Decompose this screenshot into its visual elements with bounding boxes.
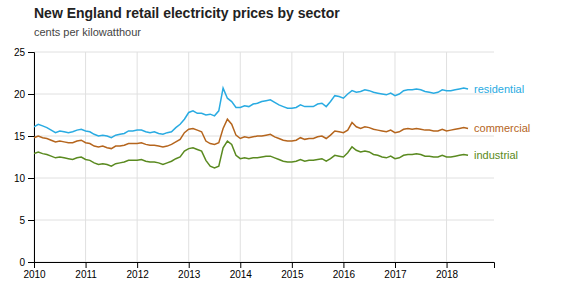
y-tick-label: 0 [19, 257, 25, 268]
x-tick-label: 2011 [75, 269, 97, 280]
x-tick-label: 2015 [281, 269, 304, 280]
y-tick: 10 [14, 173, 34, 184]
x-tick: 2018 [436, 262, 459, 280]
y-tick-mark [28, 136, 34, 137]
plot-area [34, 88, 468, 168]
x-tick-label: 2014 [230, 269, 253, 280]
x-tick-label: 2013 [178, 269, 201, 280]
x-tick-mark [137, 262, 138, 268]
x-tick-mark [447, 262, 448, 268]
y-tick-mark [28, 52, 34, 53]
x-tick-mark [86, 262, 87, 268]
grid [34, 52, 494, 262]
grid-line [34, 220, 494, 221]
x-tick-mark [292, 262, 293, 268]
series-label: industrial [474, 149, 518, 161]
x-tick-mark [189, 262, 190, 268]
y-axis-line [28, 53, 35, 263]
y-tick-mark [28, 178, 34, 179]
x-tick: 2012 [127, 262, 150, 280]
grid-line [291, 52, 292, 262]
grid-line [34, 52, 494, 53]
x-tick: 2013 [178, 262, 201, 280]
x-tick: 2015 [281, 262, 304, 280]
y-axis: 0 5 10 15 20 25 [14, 47, 35, 268]
x-tick-label: 2012 [127, 269, 150, 280]
y-tick: 15 [14, 131, 34, 142]
title: New England retail electricity prices by… [34, 5, 340, 21]
y-tick-label: 15 [14, 131, 26, 142]
x-axis-line [35, 263, 495, 269]
x-tick-label: 2017 [384, 269, 407, 280]
y-tick-label: 10 [14, 173, 26, 184]
chart: New England retail electricity prices by… [0, 0, 574, 286]
y-tick: 25 [14, 47, 34, 58]
x-tick: 2017 [384, 262, 407, 280]
x-tick-mark [240, 262, 241, 268]
y-tick-label: 25 [14, 47, 26, 58]
x-tick-label: 2018 [436, 269, 459, 280]
x-tick: 2014 [230, 262, 253, 280]
grid-line [85, 52, 86, 262]
x-tick: 2016 [333, 262, 356, 280]
series-line [34, 119, 468, 148]
series-label: commercial [474, 122, 530, 134]
series-labels: residential commercial industrial [474, 83, 530, 161]
grid-line [394, 52, 395, 262]
y-tick-label: 5 [19, 215, 25, 226]
x-tick-mark [343, 262, 344, 268]
y-tick-mark [28, 94, 34, 95]
x-tick: 2010 [23, 262, 46, 280]
x-axis: 2010 2011 2012 2013 2014 2015 2016 2017 2018 [23, 262, 494, 280]
x-tick-label: 2016 [333, 269, 356, 280]
y-tick-label: 20 [14, 89, 26, 100]
grid-line [188, 52, 189, 262]
y-tick: 5 [19, 215, 34, 226]
grid-line [34, 94, 494, 95]
y-tick-mark [28, 220, 34, 221]
series-label: residential [474, 83, 524, 95]
grid-line [240, 52, 241, 262]
x-tick: 2011 [75, 262, 97, 280]
y-tick-mark [28, 262, 34, 263]
subtitle: cents per kilowatthour [34, 26, 141, 38]
x-tick-mark [395, 262, 396, 268]
y-tick: 0 [19, 257, 34, 268]
x-tick-label: 2010 [23, 269, 46, 280]
grid-line [34, 178, 494, 179]
series-line [34, 141, 468, 168]
grid-line [137, 52, 138, 262]
y-tick: 20 [14, 89, 34, 100]
